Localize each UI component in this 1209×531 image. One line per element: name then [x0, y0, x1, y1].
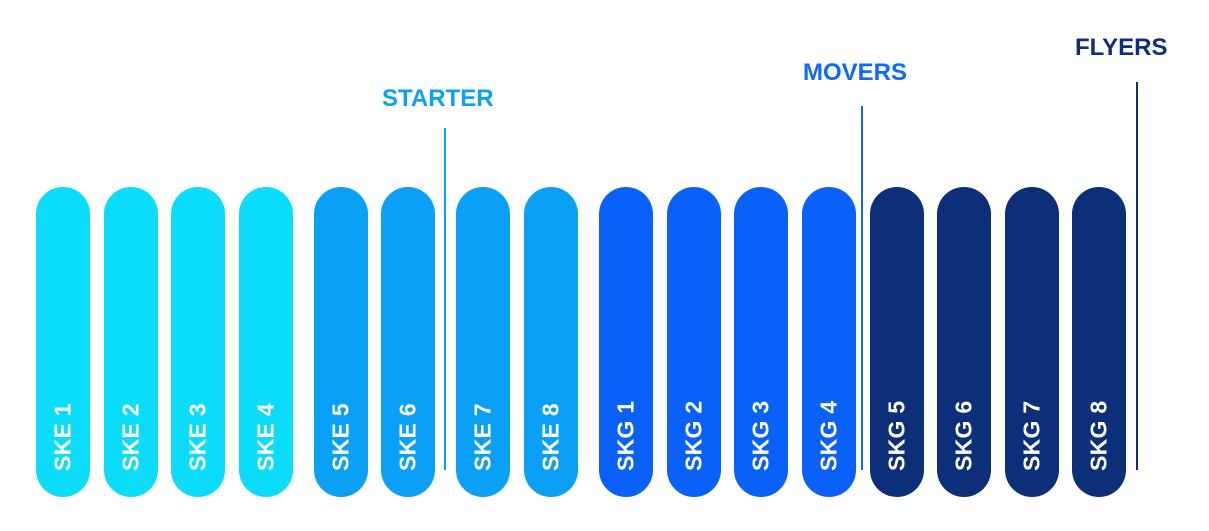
pill-label: SKG 6	[950, 400, 977, 471]
level-pill-ske-4: SKE 4	[239, 187, 293, 497]
pill-label: SKE 2	[117, 403, 144, 471]
level-pill-ske-8: SKE 8	[524, 187, 578, 497]
pill-label: SKE 3	[184, 403, 211, 471]
pill-label: SKG 7	[1018, 400, 1045, 471]
pill-label: SKG 8	[1085, 400, 1112, 471]
level-pill-ske-3: SKE 3	[171, 187, 225, 497]
level-title-starter: STARTER	[382, 85, 494, 112]
level-pill-skg-6: SKG 6	[937, 187, 991, 497]
pill-label: SKG 3	[747, 400, 774, 471]
level-pill-ske-6: SKE 6	[381, 187, 435, 497]
pill-label: SKE 4	[252, 403, 279, 471]
level-pill-skg-3: SKG 3	[734, 187, 788, 497]
pill-label: SKE 5	[327, 403, 354, 471]
level-divider-flyers	[1136, 82, 1138, 470]
level-title-flyers: FLYERS	[1075, 34, 1168, 61]
pill-label: SKG 1	[612, 400, 639, 471]
level-pill-ske-1: SKE 1	[36, 187, 90, 497]
level-pill-skg-7: SKG 7	[1005, 187, 1059, 497]
level-pill-skg-4: SKG 4	[802, 187, 856, 497]
pill-label: SKE 6	[394, 403, 421, 471]
pill-label: SKG 4	[815, 400, 842, 471]
pill-label: SKE 7	[469, 403, 496, 471]
level-pill-skg-2: SKG 2	[667, 187, 721, 497]
level-pill-ske-5: SKE 5	[314, 187, 368, 497]
level-title-movers: MOVERS	[803, 59, 908, 86]
pill-label: SKE 8	[537, 403, 564, 471]
level-pill-skg-5: SKG 5	[870, 187, 924, 497]
level-pill-ske-2: SKE 2	[104, 187, 158, 497]
level-divider-starter	[444, 128, 446, 470]
level-divider-movers	[861, 106, 863, 470]
pill-label: SKG 5	[883, 400, 910, 471]
level-pill-ske-7: SKE 7	[456, 187, 510, 497]
pill-label: SKG 2	[680, 400, 707, 471]
level-pill-skg-1: SKG 1	[599, 187, 653, 497]
level-pill-skg-8: SKG 8	[1072, 187, 1126, 497]
pill-label: SKE 1	[49, 403, 76, 471]
